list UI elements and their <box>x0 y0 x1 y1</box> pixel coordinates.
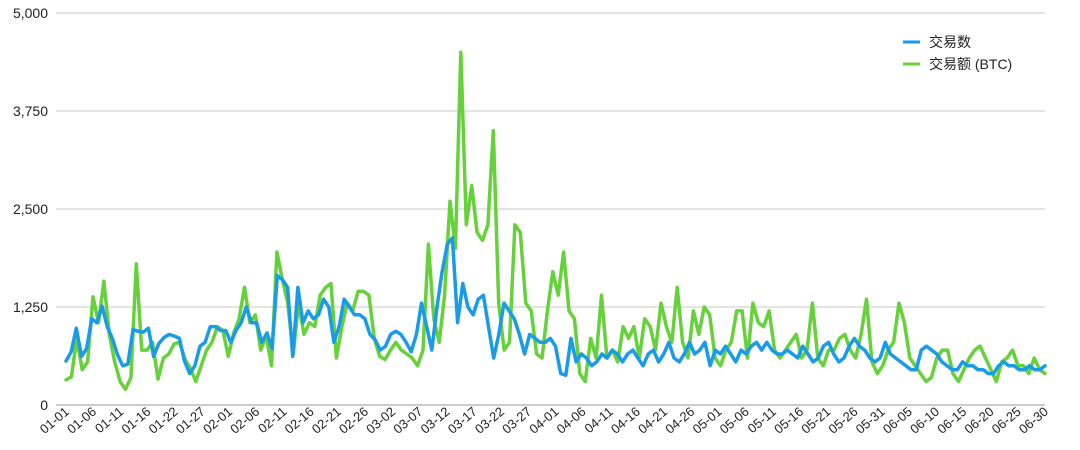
x-tick-label: 05-31 <box>853 404 888 437</box>
series-lines <box>64 50 1047 392</box>
legend: 交易数 交易额 (BTC) <box>903 34 1012 72</box>
x-tick-label: 06-25 <box>989 404 1024 437</box>
x-tick-label: 01-11 <box>92 404 126 436</box>
x-tick-label: 03-07 <box>390 404 425 437</box>
x-tick-label: 06-15 <box>934 404 969 437</box>
y-axis: 0 1,250 2,500 3,750 5,000 <box>13 5 48 413</box>
series-line-volume <box>64 50 1047 392</box>
x-tick-label: 04-26 <box>662 404 697 437</box>
x-tick-label: 06-20 <box>961 404 996 437</box>
x-tick-label: 02-21 <box>309 404 344 437</box>
y-tick-label: 5,000 <box>13 5 48 21</box>
x-tick-label: 03-17 <box>445 404 480 437</box>
y-tick-label: 0 <box>40 397 48 413</box>
x-tick-label: 04-16 <box>608 404 643 437</box>
x-tick-label: 05-16 <box>771 404 806 437</box>
x-tick-label: 02-06 <box>227 404 262 437</box>
x-tick-label: 06-05 <box>880 404 915 437</box>
x-tick-label: 04-01 <box>526 404 561 437</box>
legend-label-volume: 交易额 (BTC) <box>929 56 1012 72</box>
x-tick-label: 03-27 <box>499 404 534 437</box>
x-tick-label: 05-01 <box>689 404 724 437</box>
y-tick-label: 2,500 <box>13 201 48 217</box>
x-tick-label: 06-30 <box>1016 404 1051 437</box>
x-tick-label: 06-10 <box>907 404 942 437</box>
y-tick-label: 3,750 <box>13 103 48 119</box>
y-tick-label: 1,250 <box>13 299 48 315</box>
x-tick-label: 05-21 <box>798 404 833 437</box>
x-tick-label: 03-12 <box>418 404 453 437</box>
x-tick-label: 05-06 <box>717 404 752 437</box>
legend-label-transactions: 交易数 <box>929 34 971 50</box>
x-tick-label: 01-06 <box>64 404 99 437</box>
x-tick-label: 04-21 <box>635 404 670 437</box>
series-line-transactions <box>64 236 1047 377</box>
x-tick-label: 02-26 <box>336 404 371 437</box>
x-tick-label: 02-16 <box>282 404 317 437</box>
x-tick-label: 05-26 <box>825 404 860 437</box>
x-tick-label: 02-01 <box>200 404 235 437</box>
x-tick-label: 03-02 <box>363 404 398 437</box>
x-tick-label: 02-11 <box>255 404 289 436</box>
gridlines <box>56 12 1045 406</box>
x-tick-label: 03-22 <box>472 404 507 437</box>
x-tick-label: 01-22 <box>146 404 181 437</box>
x-tick-label: 04-11 <box>581 404 615 436</box>
x-tick-label: 04-06 <box>554 404 589 437</box>
x-tick-label: 05-11 <box>745 404 779 436</box>
x-tick-label: 01-27 <box>173 404 208 437</box>
x-tick-label: 01-16 <box>118 404 153 437</box>
x-axis: 01-0101-0601-1101-1601-2201-2702-0102-06… <box>37 404 1051 437</box>
